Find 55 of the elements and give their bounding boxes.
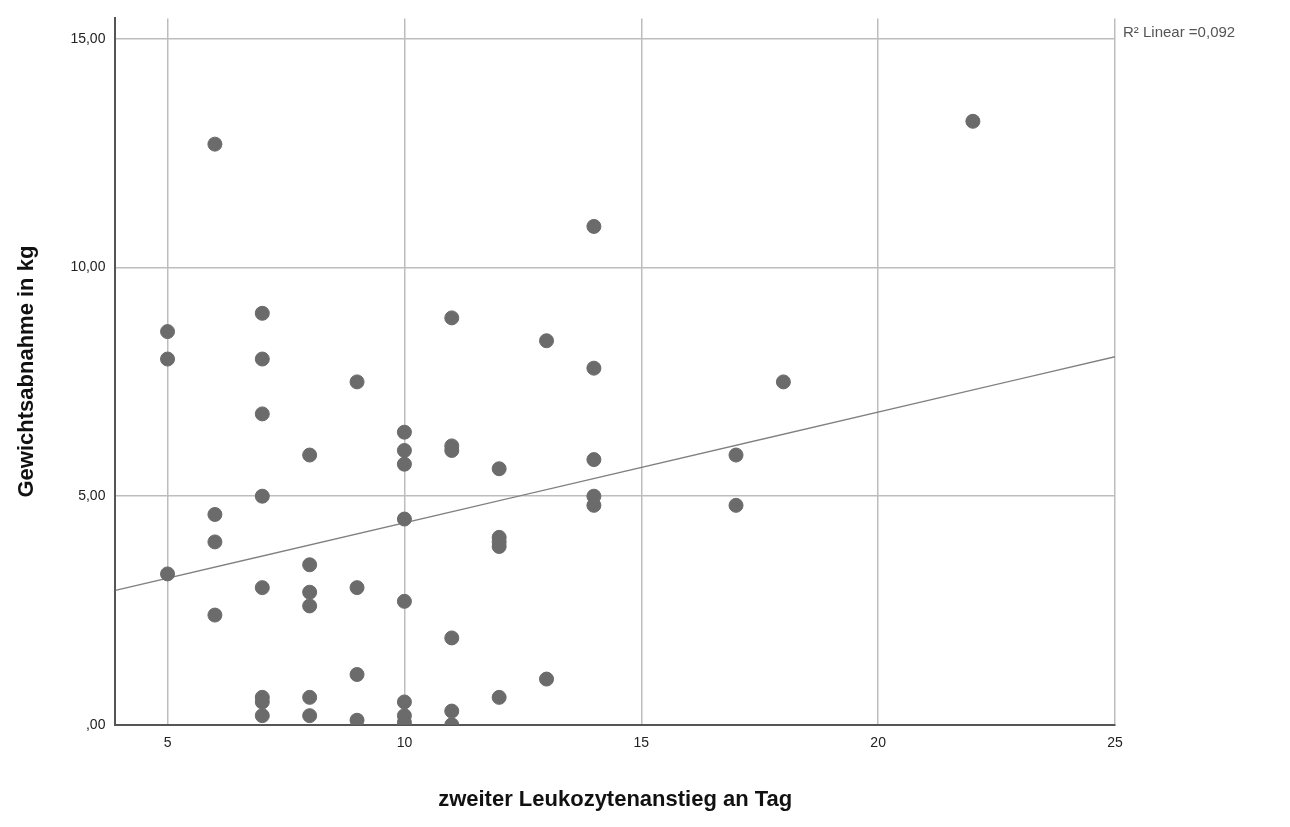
- point: [254, 708, 270, 724]
- point: [302, 689, 318, 705]
- point: [302, 557, 318, 573]
- point: [254, 580, 270, 596]
- y-axis-title: Gewichtsabnahme in kg: [13, 245, 39, 498]
- point: [254, 406, 270, 422]
- x-axis-title: zweiter Leukozytenanstieg an Tag: [438, 785, 793, 811]
- point: [539, 671, 555, 687]
- point: [728, 497, 744, 513]
- point: [207, 534, 223, 550]
- point: [207, 136, 223, 152]
- point: [396, 424, 412, 440]
- point: [396, 442, 412, 458]
- x-tick-label: 5: [163, 734, 172, 751]
- point: [254, 488, 270, 504]
- point: [444, 703, 460, 719]
- y-tick-label: 10,00: [70, 258, 106, 275]
- point: [302, 447, 318, 463]
- x-tick-label: 15: [633, 734, 650, 751]
- point: [207, 607, 223, 623]
- point: [302, 598, 318, 614]
- point: [207, 506, 223, 522]
- point: [349, 667, 365, 683]
- point: [728, 447, 744, 463]
- point: [586, 218, 602, 234]
- point: [302, 708, 318, 724]
- point: [349, 712, 365, 725]
- point: [539, 333, 555, 349]
- point: [160, 566, 176, 582]
- point: [491, 689, 507, 705]
- point: [444, 310, 460, 326]
- point: [396, 694, 412, 710]
- point: [254, 305, 270, 321]
- point: [349, 580, 365, 596]
- point: [302, 584, 318, 600]
- point: [349, 374, 365, 390]
- point: [254, 351, 270, 367]
- x-tick-label: 20: [870, 734, 887, 751]
- point: [396, 456, 412, 472]
- y-tick-label: 5,00: [78, 487, 106, 504]
- point: [160, 351, 176, 367]
- y-tick-label: 15,00: [70, 29, 106, 46]
- point: [444, 630, 460, 646]
- point: [965, 113, 981, 129]
- point: [491, 461, 507, 477]
- x-tick-label: 25: [1107, 734, 1123, 751]
- point: [396, 593, 412, 609]
- y-tick-label: ,00: [85, 715, 106, 732]
- point: [396, 511, 412, 527]
- point: [160, 324, 176, 340]
- point: [586, 452, 602, 468]
- text: R² Linear =0,092: [1123, 22, 1236, 40]
- point: [775, 374, 791, 390]
- x-tick-label: 10: [396, 734, 413, 751]
- point: [586, 360, 602, 376]
